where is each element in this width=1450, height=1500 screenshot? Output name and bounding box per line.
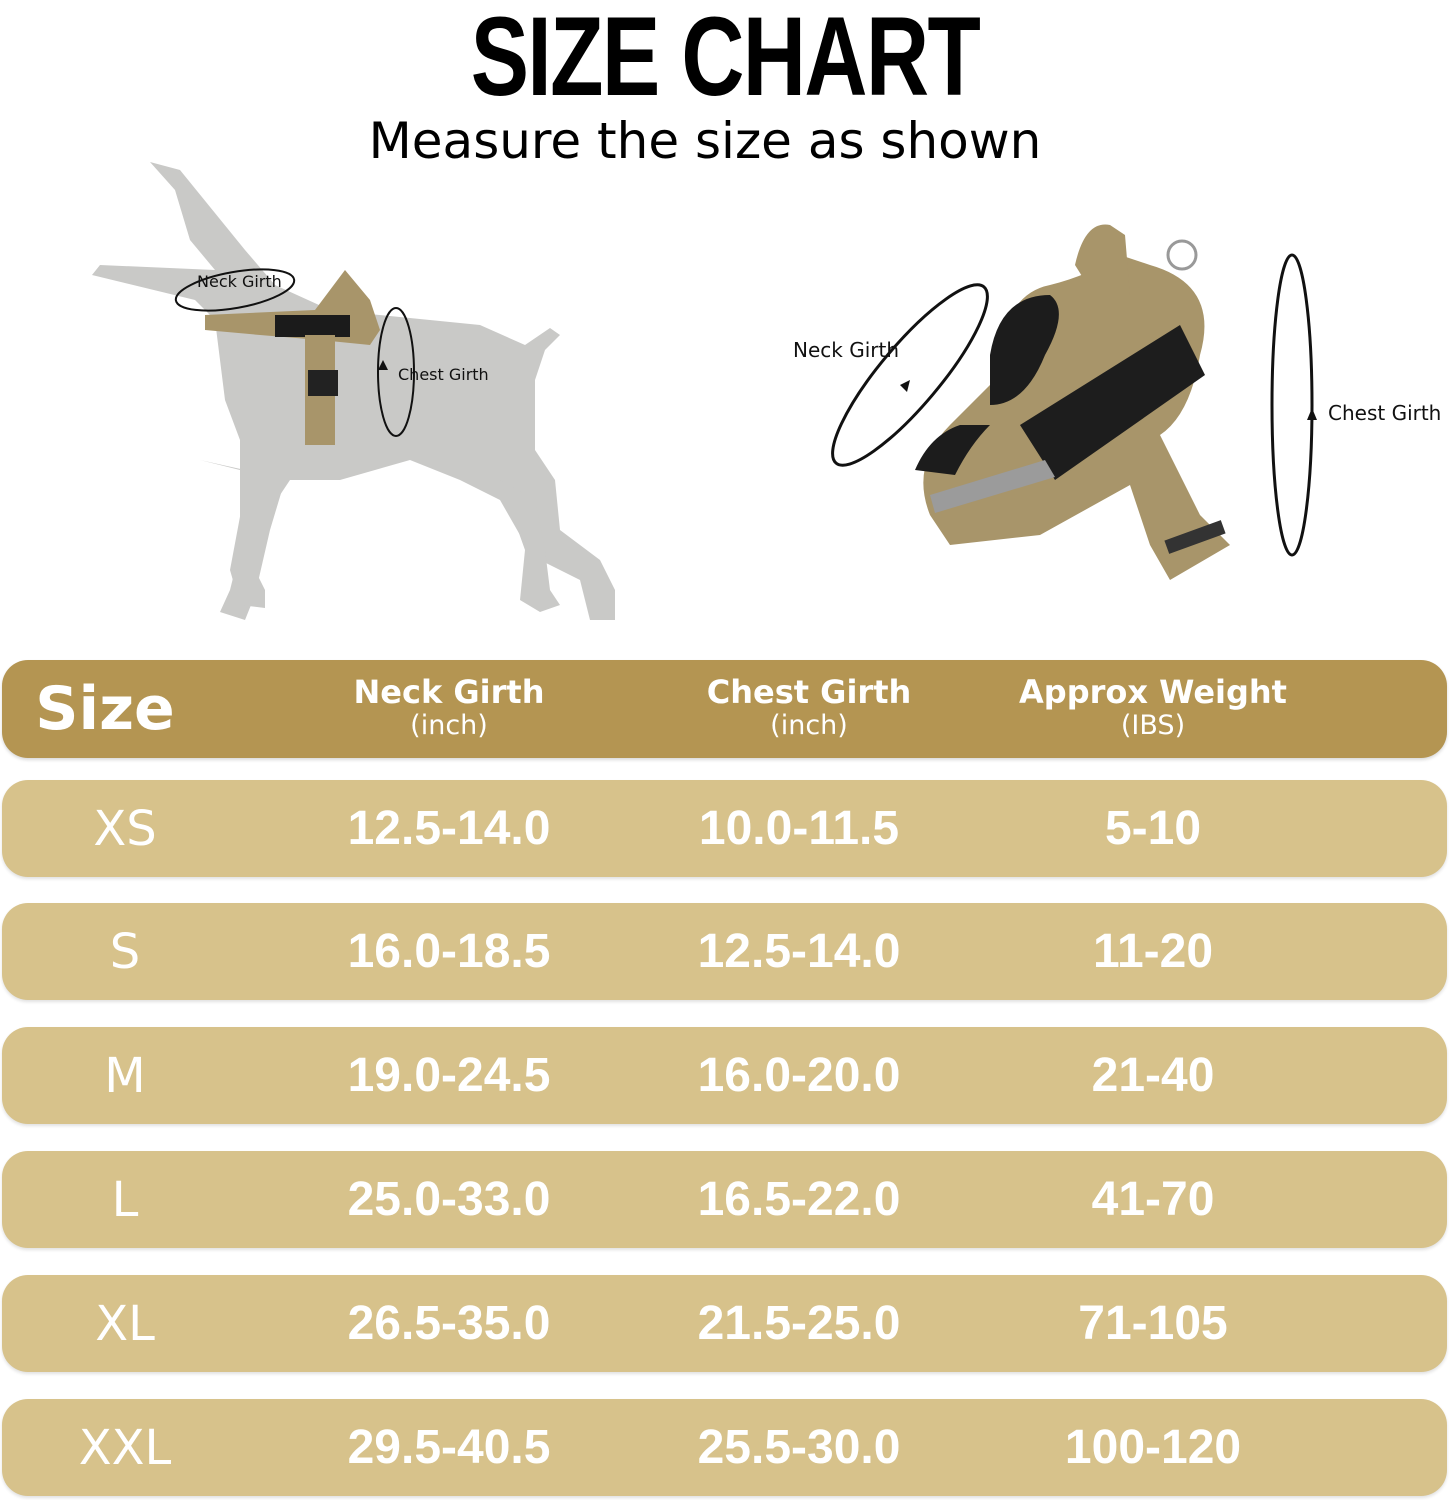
page-subtitle: Measure the size as shown (368, 112, 1042, 170)
table-row: XXL 29.5-40.5 25.5-30.0 100-120 (2, 1399, 1447, 1496)
chest-girth-cell: 16.5-22.0 (697, 1173, 901, 1226)
header-approx-weight: Approx Weight (IBS) (1019, 660, 1287, 758)
header-size: Size (35, 674, 175, 744)
neck-girth-cell: 25.0-33.0 (347, 1173, 551, 1226)
neck-girth-cell: 26.5-35.0 (347, 1297, 551, 1350)
page-title: SIZE CHART (470, 0, 981, 119)
header-chest-girth: Chest Girth (inch) (707, 660, 912, 758)
weight-cell: 100-120 (1064, 1421, 1242, 1474)
size-cell: XL (95, 1295, 155, 1352)
harness-neck-girth-label: Neck Girth (793, 338, 899, 362)
header-neck-girth-unit: (inch) (410, 710, 488, 741)
table-row: XL 26.5-35.0 21.5-25.0 71-105 (2, 1275, 1447, 1372)
size-cell: M (104, 1047, 146, 1104)
table-row: M 19.0-24.5 16.0-20.0 21-40 (2, 1027, 1447, 1124)
weight-cell: 71-105 (1078, 1297, 1228, 1350)
weight-cell: 21-40 (1091, 1049, 1215, 1102)
harness-illustration (831, 224, 1317, 580)
size-cell: S (109, 923, 141, 980)
weight-cell: 11-20 (1092, 925, 1214, 978)
neck-girth-cell: 16.0-18.5 (347, 925, 551, 978)
size-cell: XXL (78, 1419, 172, 1476)
table-row: L 25.0-33.0 16.5-22.0 41-70 (2, 1151, 1447, 1248)
header-neck-girth-label: Neck Girth (353, 673, 545, 711)
size-cell: XS (93, 800, 157, 857)
chest-girth-cell: 10.0-11.5 (698, 802, 900, 855)
chest-girth-cell: 16.0-20.0 (697, 1049, 901, 1102)
header-chest-girth-label: Chest Girth (706, 673, 912, 711)
neck-girth-cell: 19.0-24.5 (347, 1049, 551, 1102)
harness-chest-girth-label: Chest Girth (1328, 401, 1442, 425)
chest-girth-cell: 25.5-30.0 (697, 1421, 901, 1474)
chest-girth-cell: 21.5-25.0 (697, 1297, 901, 1350)
table-row: XS 12.5-14.0 10.0-11.5 5-10 (2, 780, 1447, 877)
header-approx-weight-label: Approx Weight (1019, 673, 1287, 711)
neck-girth-cell: 29.5-40.5 (347, 1421, 551, 1474)
neck-girth-cell: 12.5-14.0 (347, 802, 551, 855)
dog-silhouette-illustration (92, 162, 615, 620)
header-chest-girth-unit: (inch) (770, 710, 848, 741)
size-cell: L (111, 1171, 139, 1228)
dog-neck-girth-label: Neck Girth (197, 272, 282, 291)
chest-girth-cell: 12.5-14.0 (697, 925, 901, 978)
header-approx-weight-unit: (IBS) (1120, 710, 1186, 741)
header-neck-girth: Neck Girth (inch) (354, 660, 545, 758)
table-row: S 16.0-18.5 12.5-14.0 11-20 (2, 903, 1447, 1000)
weight-cell: 5-10 (1104, 802, 1202, 855)
weight-cell: 41-70 (1091, 1173, 1215, 1226)
dog-chest-girth-label: Chest Girth (398, 365, 489, 384)
size-table-header: Size Neck Girth (inch) Chest Girth (inch… (2, 660, 1447, 758)
